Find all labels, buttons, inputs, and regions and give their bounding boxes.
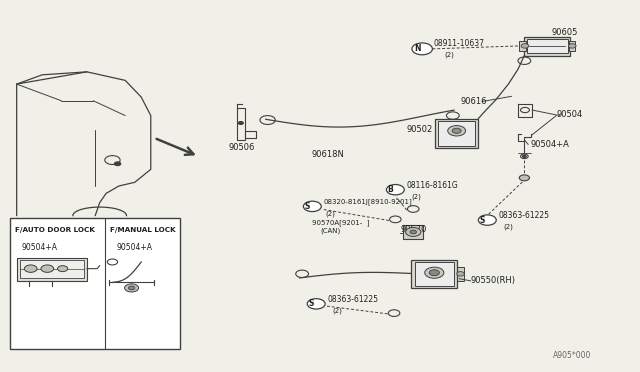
Text: 08116-8161G: 08116-8161G <box>407 181 459 190</box>
Circle shape <box>412 43 433 55</box>
Bar <box>403 225 424 239</box>
Text: S: S <box>308 299 314 308</box>
Text: 90502: 90502 <box>406 125 433 134</box>
Text: 08363-61225: 08363-61225 <box>499 211 550 220</box>
Text: 90618N: 90618N <box>312 150 344 159</box>
Circle shape <box>568 44 576 48</box>
Circle shape <box>129 286 135 290</box>
Text: 90504+A: 90504+A <box>22 243 58 251</box>
Bar <box>415 262 454 286</box>
Circle shape <box>522 155 526 157</box>
Bar <box>458 267 464 281</box>
Text: S: S <box>479 216 485 225</box>
Bar <box>20 260 84 278</box>
Circle shape <box>58 266 68 272</box>
Circle shape <box>521 44 529 48</box>
Text: F/AUTO DOOR LOCK: F/AUTO DOOR LOCK <box>15 227 95 234</box>
Circle shape <box>24 265 37 272</box>
Circle shape <box>452 128 461 134</box>
Text: 90504: 90504 <box>556 110 582 119</box>
Text: 90550(RH): 90550(RH) <box>470 276 516 285</box>
Circle shape <box>410 230 417 234</box>
Text: 08363-61225: 08363-61225 <box>328 295 379 304</box>
Circle shape <box>303 201 321 212</box>
Bar <box>10 218 179 349</box>
Circle shape <box>406 228 421 236</box>
Circle shape <box>478 215 496 225</box>
Bar <box>527 39 568 53</box>
Circle shape <box>115 162 121 166</box>
Text: 90570A[9201-  ]: 90570A[9201- ] <box>312 219 370 226</box>
Circle shape <box>457 272 465 276</box>
Circle shape <box>448 126 466 136</box>
Bar <box>569 41 575 51</box>
Text: 90504+A: 90504+A <box>116 243 152 251</box>
Text: (CAN): (CAN) <box>320 228 340 234</box>
Bar <box>524 37 570 55</box>
Text: 90504+A: 90504+A <box>531 140 570 149</box>
Text: A905*000: A905*000 <box>553 351 591 360</box>
Text: 08911-10637: 08911-10637 <box>434 39 484 48</box>
Bar <box>412 260 458 288</box>
Text: N: N <box>414 44 420 53</box>
Text: 90616: 90616 <box>461 97 487 106</box>
Circle shape <box>387 185 404 195</box>
Bar <box>17 258 87 280</box>
Text: (2): (2) <box>325 211 335 217</box>
Circle shape <box>125 284 139 292</box>
Bar <box>438 121 475 146</box>
Text: 90605: 90605 <box>551 28 577 38</box>
Circle shape <box>425 267 444 278</box>
Text: (2): (2) <box>332 307 342 314</box>
Circle shape <box>238 122 243 125</box>
Circle shape <box>307 299 325 309</box>
Text: (2): (2) <box>503 224 513 230</box>
Text: (2): (2) <box>412 194 421 201</box>
Text: 08320-8161J[8910-9201]: 08320-8161J[8910-9201] <box>324 199 413 205</box>
Circle shape <box>429 270 440 276</box>
Text: 90506: 90506 <box>228 142 255 151</box>
Text: (2): (2) <box>445 51 454 58</box>
Bar <box>519 41 525 51</box>
Text: 90570: 90570 <box>401 225 427 234</box>
Bar <box>435 119 478 148</box>
Text: B: B <box>387 185 393 194</box>
Text: S: S <box>305 202 310 211</box>
Circle shape <box>41 265 54 272</box>
Text: F/MANUAL LOCK: F/MANUAL LOCK <box>110 227 175 234</box>
Circle shape <box>519 175 529 181</box>
